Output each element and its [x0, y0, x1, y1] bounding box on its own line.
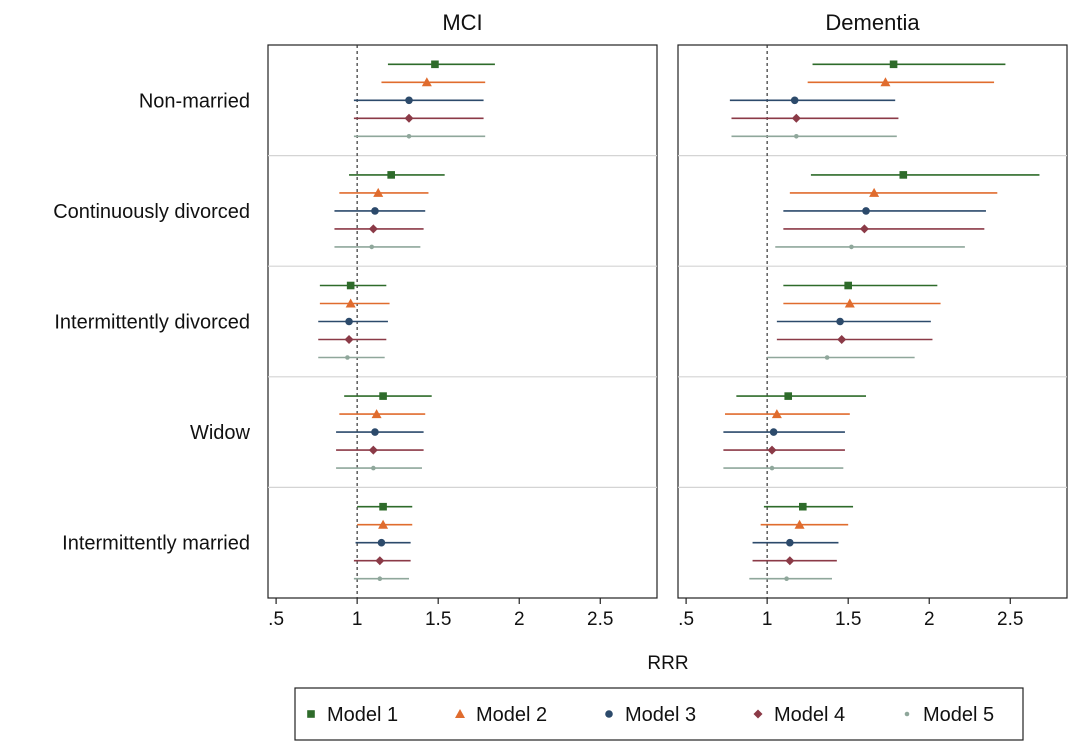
point-marker [605, 710, 613, 718]
x-tick-label: 2.5 [587, 609, 613, 630]
point-marker [387, 171, 395, 179]
x-tick-label: 1 [762, 609, 773, 630]
point-marker [824, 355, 830, 360]
point-marker [785, 556, 795, 566]
point-marker [799, 502, 807, 511]
point-marker [904, 711, 910, 717]
legend-frame [294, 687, 1024, 741]
panel-dementia: Dementia .5 1 1.5 2 2.5 [677, 10, 1068, 630]
x-tick-label: .5 [268, 609, 284, 630]
x-tick-label: 2 [514, 609, 525, 630]
point-marker [769, 428, 778, 436]
point-marker [371, 207, 379, 215]
point-marker [794, 134, 799, 139]
x-tick-label: 1.5 [425, 609, 451, 630]
row-label: Intermittently divorced [54, 312, 250, 334]
point-marker [849, 244, 854, 250]
point-marker [791, 113, 801, 123]
point-marker [405, 96, 413, 105]
panel-content: .5 1 1.5 2 2.5 [268, 45, 657, 630]
point-marker [844, 281, 852, 290]
row-labels: Non-married Continuously divorced Interm… [53, 90, 250, 554]
row-label: Continuously divorced [53, 201, 250, 223]
point-marker [844, 298, 855, 308]
point-marker [373, 187, 384, 197]
point-marker [753, 709, 763, 719]
point-marker [406, 134, 412, 139]
point-marker [346, 281, 355, 290]
panel-content: .5 1 1.5 2 2.5 [678, 45, 1067, 630]
legend-label: Model 4 [774, 704, 845, 726]
point-marker [379, 392, 387, 400]
x-tick-label: 1 [352, 609, 363, 630]
point-marker [862, 207, 870, 215]
legend-label: Model 2 [476, 704, 547, 726]
point-marker [889, 60, 898, 69]
point-marker [377, 576, 383, 581]
point-marker [784, 576, 789, 581]
x-tick-label: .5 [678, 609, 694, 630]
legend: Model 1 Model 2 Model 3 Model 4 Model 5 [294, 687, 1024, 741]
point-marker [455, 709, 465, 718]
x-axis-label: RRR [647, 653, 688, 674]
point-marker [371, 428, 379, 436]
x-tick-label: 1.5 [835, 609, 861, 630]
legend-items: Model 1 Model 2 Model 3 Model 4 Model 5 [307, 704, 994, 726]
point-marker [771, 409, 782, 419]
x-tick-label: 2.5 [997, 609, 1023, 630]
point-marker [345, 317, 353, 326]
row-label: Intermittently married [62, 533, 250, 555]
point-marker [431, 60, 439, 69]
point-marker [767, 445, 777, 455]
panel-mci: MCI .5 1 1.5 2 2.5 [267, 10, 658, 630]
panel-frame [267, 44, 658, 599]
point-marker [345, 355, 350, 360]
panel-frame [677, 44, 1068, 599]
point-marker [379, 502, 387, 511]
point-marker [375, 556, 385, 566]
x-tick-label: 2 [924, 609, 935, 630]
point-marker [345, 298, 356, 308]
point-marker [837, 335, 847, 344]
point-marker [378, 519, 389, 529]
point-marker [421, 77, 432, 87]
panel-title: Dementia [825, 10, 920, 35]
point-marker [344, 335, 354, 344]
point-marker [794, 519, 805, 529]
point-marker [369, 244, 375, 250]
row-label: Widow [190, 422, 251, 444]
point-marker [899, 171, 908, 179]
legend-label: Model 1 [327, 704, 398, 726]
point-marker [769, 465, 775, 471]
point-marker [371, 465, 376, 471]
point-marker [859, 224, 869, 234]
point-marker [784, 392, 793, 400]
point-marker [790, 96, 799, 105]
point-marker [371, 409, 382, 419]
point-marker [377, 538, 386, 547]
panel-title: MCI [442, 10, 482, 35]
point-marker [786, 538, 794, 547]
point-marker [880, 77, 891, 87]
row-label: Non-married [139, 90, 250, 112]
point-marker [307, 710, 315, 718]
point-marker [869, 187, 880, 197]
point-marker [836, 317, 844, 326]
point-marker [368, 445, 378, 455]
point-marker [368, 224, 378, 234]
point-marker [404, 113, 414, 123]
legend-label: Model 3 [625, 704, 696, 726]
legend-label: Model 5 [923, 704, 994, 726]
